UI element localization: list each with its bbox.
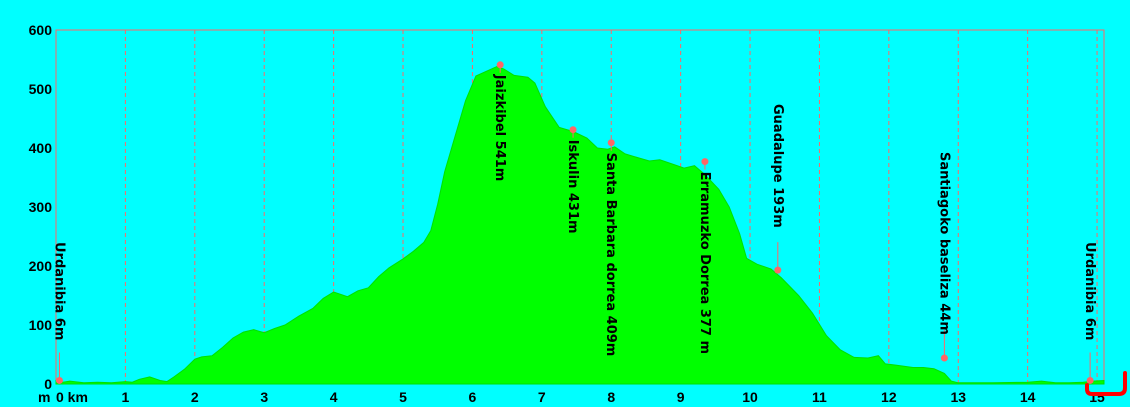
x-tick-label-2: 2 (191, 389, 199, 405)
y-tick-label-6: 600 (29, 22, 53, 38)
x-tick-label-13: 13 (950, 389, 966, 405)
waypoint-label-5: Guadalupe 193m (770, 104, 785, 228)
waypoint-1: Jaizkibel 541m (492, 61, 507, 181)
x-tick-label-12: 12 (881, 389, 897, 405)
waypoint-label-6: Santiagoko baseliza 44m (936, 152, 951, 335)
waypoint-markers: Urdanibia 6m Jaizkibel 541m Iskulin 431m Sa… (51, 61, 1097, 384)
waypoint-dot-6 (940, 354, 948, 362)
y-tick-label-5: 500 (29, 81, 53, 97)
x-tick-label-4: 4 (330, 389, 338, 405)
x-tick-label-8: 8 (607, 389, 615, 405)
waypoint-dot-4 (701, 158, 709, 166)
x-tick-label-14: 14 (1020, 389, 1036, 405)
end-marker-icon (1085, 371, 1127, 396)
y-tick-label-2: 200 (29, 258, 53, 274)
x-tick-label-7: 7 (538, 389, 546, 405)
waypoint-label-1: Jaizkibel 541m (492, 74, 507, 182)
waypoint-label-2: Iskulin 431m (565, 140, 580, 234)
x-tick-label-3: 3 (260, 389, 268, 405)
x-tick-label-15: 15 (1089, 389, 1105, 405)
waypoint-5: Guadalupe 193m (770, 104, 785, 274)
waypoint-dot-0 (55, 376, 63, 384)
waypoint-label-4: Erramuzko Dorrea 377 m (697, 172, 712, 354)
x-axis-ticks: 0 km 1 2 3 4 5 6 7 8 9 10 11 12 13 14 15 (56, 389, 1105, 405)
waypoint-label-3: Santa Barbara dorrea 409m (603, 153, 618, 357)
y-axis-ticks: 0 100 200 300 400 500 600 (29, 22, 53, 392)
waypoint-dot-2 (569, 126, 577, 134)
x-tick-label-6: 6 (469, 389, 477, 405)
elevation-area (55, 66, 1105, 385)
x-tick-label-9: 9 (677, 389, 685, 405)
waypoint-6: Santiagoko baseliza 44m (936, 152, 951, 362)
waypoint-4: Erramuzko Dorrea 377 m (697, 158, 712, 354)
waypoint-label-0: Urdanibia 6m (51, 242, 66, 340)
y-tick-label-4: 400 (29, 140, 53, 156)
waypoint-0: Urdanibia 6m (51, 242, 66, 384)
x-tick-label-0: 0 km (56, 389, 88, 405)
y-tick-label-0: 0 (44, 376, 52, 392)
waypoint-dot-1 (496, 61, 504, 69)
waypoint-dot-3 (607, 139, 615, 147)
waypoint-7: Urdanibia 6m (1082, 242, 1097, 384)
y-tick-label-1: 100 (29, 317, 53, 333)
x-tick-label-1: 1 (122, 389, 130, 405)
waypoint-2: Iskulin 431m (565, 126, 580, 234)
waypoint-dot-5 (774, 266, 782, 274)
x-tick-label-10: 10 (742, 389, 758, 405)
y-tick-label-3: 300 (29, 199, 53, 215)
waypoint-dot-7 (1086, 376, 1094, 384)
x-tick-label-11: 11 (812, 389, 827, 405)
y-axis-unit: m (38, 389, 50, 405)
waypoint-3: Santa Barbara dorrea 409m (603, 139, 618, 356)
x-tick-label-5: 5 (399, 389, 407, 405)
waypoint-label-7: Urdanibia 6m (1082, 242, 1097, 340)
